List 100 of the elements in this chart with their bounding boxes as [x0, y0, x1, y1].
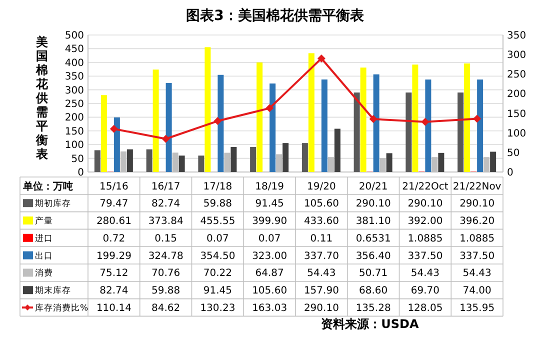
data-label: 280.61 [96, 216, 132, 227]
data-label: 290.10 [460, 198, 495, 210]
data-label: 59.88 [203, 198, 232, 210]
bar [464, 63, 470, 172]
bar [490, 152, 496, 172]
bar [438, 152, 444, 172]
data-label: 356.40 [356, 250, 391, 262]
bar [270, 84, 276, 172]
bar [334, 128, 340, 172]
data-label: 69.70 [410, 286, 440, 297]
chart-title: 图表3：美国棉花供需平衡表 [186, 7, 365, 24]
data-label: 68.60 [358, 286, 388, 297]
bar [354, 92, 360, 172]
point [110, 124, 118, 133]
bar [321, 79, 328, 172]
point [369, 115, 378, 124]
y2-tick-label: 350 [507, 30, 526, 42]
bar [282, 143, 289, 172]
data-label: 0.72 [102, 233, 126, 244]
data-label: 290.10 [304, 303, 339, 314]
bar [152, 70, 159, 172]
x-tick-label: 19/20 [307, 182, 336, 193]
y2-tick-label: 300 [507, 50, 526, 62]
bar [256, 62, 263, 172]
legend-label: 期初库存 [35, 198, 71, 210]
bar [373, 74, 380, 172]
y-tick-label: 500 [64, 30, 84, 42]
x-tick-label: 21/22Oct [402, 182, 448, 193]
data-label: 337.50 [408, 250, 443, 262]
y-tick-label: 50 [71, 154, 84, 165]
data-label: 0.6531 [356, 233, 391, 244]
data-label: 54.43 [410, 268, 440, 280]
data-label: 324.78 [148, 250, 184, 262]
data-label: 54.43 [462, 268, 492, 280]
y-tick-label: 350 [64, 72, 84, 83]
data-label: 1.0885 [408, 233, 443, 244]
bar [126, 149, 133, 172]
data-label: 354.50 [200, 250, 236, 262]
bar [250, 146, 256, 172]
y2-tick-label: 150 [507, 108, 526, 120]
data-label: 70.76 [151, 268, 180, 280]
data-label: 50.71 [358, 268, 388, 280]
point [266, 104, 274, 112]
data-label: 433.60 [304, 216, 339, 227]
data-label: 75.12 [100, 268, 128, 280]
bar [100, 95, 107, 172]
data-label: 91.45 [255, 198, 284, 210]
data-label: 110.14 [96, 303, 132, 314]
bar [218, 74, 224, 172]
data-label: 79.47 [100, 198, 128, 210]
data-label: 290.10 [408, 198, 443, 210]
data-label: 399.90 [252, 216, 288, 227]
x-tick-label: 17/18 [203, 182, 232, 193]
data-label: 130.23 [200, 303, 236, 314]
data-label: 0.15 [154, 233, 177, 244]
text: 美国棉花供需平衡表 [36, 35, 48, 161]
bar [302, 143, 308, 172]
data-label: 0.11 [310, 233, 333, 244]
point [214, 117, 222, 126]
bar [360, 68, 366, 172]
bar [178, 156, 185, 172]
data-label: 290.10 [356, 198, 391, 210]
data-label: 70.22 [203, 268, 232, 280]
y2-tick-label: 100 [507, 128, 526, 140]
data-label: 54.43 [307, 268, 336, 280]
data-label: 455.55 [200, 216, 236, 227]
legend-label: 库存消费比% [35, 302, 88, 314]
data-label: 91.45 [203, 286, 232, 297]
y2-tick-label: 0 [507, 168, 514, 178]
y-tick-label: 0 [78, 168, 84, 178]
point [421, 118, 430, 126]
data-label: 157.90 [304, 286, 339, 297]
y-tick-label: 400 [64, 58, 84, 69]
bar [477, 80, 484, 172]
legend-label: 进口 [35, 232, 53, 244]
bar [146, 149, 152, 172]
data-label: 105.60 [304, 198, 339, 210]
data-label: 128.05 [408, 303, 443, 314]
bar [166, 83, 172, 172]
point [317, 54, 326, 62]
bar [114, 117, 120, 172]
data-label: 64.87 [255, 268, 284, 280]
data-label: 82.74 [151, 198, 180, 210]
data-label: 337.50 [460, 250, 495, 262]
y2-tick-label: 50 [507, 148, 520, 159]
data-label: 0.07 [206, 233, 229, 244]
data-label: 323.00 [252, 250, 288, 262]
point [473, 114, 482, 123]
legend-label: 消费 [35, 268, 53, 279]
y-tick-label: 300 [64, 85, 84, 96]
point [162, 134, 170, 143]
bar [412, 64, 418, 172]
data-label: 396.20 [460, 216, 495, 227]
text: 资料来源：USDA [321, 317, 420, 331]
legend-label: 产量 [35, 216, 53, 226]
bar [458, 92, 464, 172]
x-tick-label: 15/16 [100, 182, 128, 193]
x-tick-label: 20/21 [358, 182, 388, 193]
y-tick-label: 200 [64, 112, 84, 124]
bar [94, 150, 100, 172]
